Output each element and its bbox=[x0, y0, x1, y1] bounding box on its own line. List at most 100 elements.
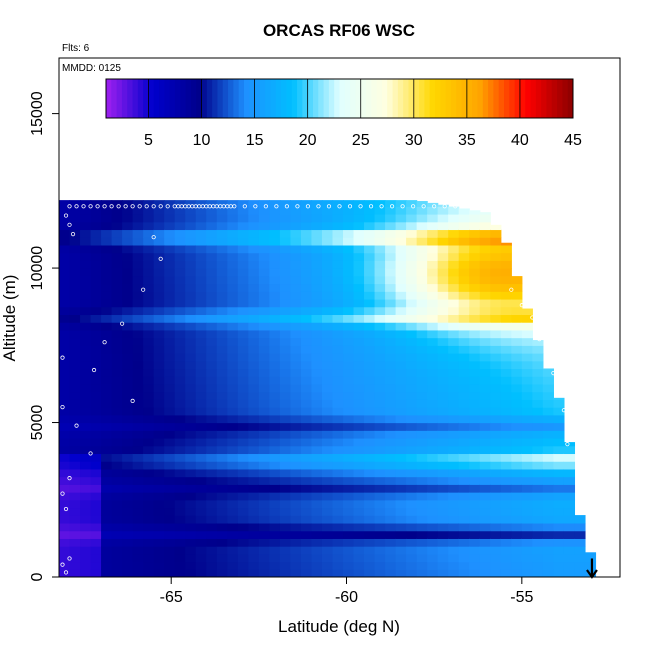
heatmap-cell bbox=[195, 268, 207, 277]
heatmap-cell bbox=[290, 507, 302, 516]
heatmap-cell bbox=[164, 260, 176, 269]
heatmap-cell bbox=[195, 275, 207, 285]
heatmap-cell bbox=[416, 538, 428, 547]
heatmap-cell bbox=[216, 221, 228, 231]
heatmap-cell bbox=[206, 422, 218, 431]
heatmap-cell bbox=[101, 499, 113, 509]
heatmap-cell bbox=[321, 376, 334, 385]
flight-point bbox=[137, 204, 142, 209]
heatmap-cell bbox=[69, 414, 81, 424]
heatmap-cell bbox=[290, 291, 302, 300]
heatmap-cell bbox=[311, 538, 323, 547]
heatmap-cell bbox=[311, 561, 323, 570]
heatmap-cell bbox=[395, 214, 407, 223]
heatmap-cell bbox=[80, 283, 92, 292]
heatmap-cell bbox=[395, 329, 407, 339]
heatmap-cell bbox=[185, 214, 197, 223]
heatmap-cell bbox=[364, 221, 376, 231]
heatmap-cell bbox=[458, 275, 470, 285]
heatmap-cell bbox=[80, 314, 92, 323]
heatmap-cell bbox=[248, 538, 260, 547]
heatmap-cell bbox=[416, 322, 428, 331]
heatmap-cell bbox=[364, 437, 376, 447]
heatmap-cell bbox=[437, 484, 449, 493]
colorbar-segment bbox=[466, 79, 473, 118]
heatmap-cell bbox=[395, 561, 407, 570]
heatmap-cell bbox=[364, 298, 376, 308]
heatmap-cell bbox=[227, 499, 239, 509]
heatmap-cell bbox=[258, 468, 270, 478]
heatmap-cell bbox=[416, 553, 428, 563]
flight-point bbox=[232, 204, 237, 209]
heatmap-cell bbox=[500, 530, 512, 539]
heatmap-cell bbox=[500, 546, 512, 555]
heatmap-cell bbox=[437, 507, 449, 516]
heatmap-cell bbox=[521, 345, 533, 354]
heatmap-cell bbox=[206, 484, 218, 493]
heatmap-cell bbox=[132, 437, 144, 447]
heatmap-cell bbox=[469, 561, 481, 570]
heatmap-cell bbox=[458, 484, 470, 493]
heatmap-cell bbox=[132, 422, 144, 431]
heatmap-cell bbox=[458, 268, 470, 277]
heatmap-cell bbox=[374, 229, 386, 238]
heatmap-cell bbox=[101, 515, 113, 524]
heatmap-cell bbox=[500, 437, 512, 447]
heatmap-cell bbox=[406, 329, 418, 339]
heatmap-cell bbox=[321, 283, 334, 292]
heatmap-cell bbox=[164, 561, 176, 570]
heatmap-cell bbox=[216, 422, 228, 431]
heatmap-cell bbox=[311, 376, 323, 385]
heatmap-cell bbox=[311, 461, 323, 470]
heatmap-cell bbox=[59, 383, 71, 393]
heatmap-cell bbox=[416, 383, 428, 393]
heatmap-cell bbox=[458, 515, 470, 524]
heatmap-cell bbox=[237, 283, 249, 292]
heatmap-cell bbox=[490, 283, 502, 292]
heatmap-cell bbox=[364, 383, 376, 393]
heatmap-cell bbox=[448, 268, 460, 277]
colorbar-segment bbox=[472, 79, 478, 118]
heatmap-cell bbox=[132, 360, 144, 370]
heatmap-cell bbox=[364, 268, 376, 277]
heatmap-cell bbox=[185, 345, 197, 354]
heatmap-cell bbox=[279, 561, 292, 570]
heatmap-cell bbox=[111, 383, 123, 393]
heatmap-cell bbox=[216, 515, 228, 524]
heatmap-cell bbox=[80, 345, 92, 354]
heatmap-cell bbox=[90, 291, 102, 300]
heatmap-cell bbox=[258, 407, 270, 416]
heatmap-cell bbox=[511, 276, 523, 285]
heatmap-cell bbox=[248, 268, 260, 277]
heatmap-cell bbox=[469, 437, 481, 447]
heatmap-cell bbox=[374, 569, 386, 577]
flight-point bbox=[347, 204, 353, 209]
heatmap-cell bbox=[427, 383, 439, 393]
heatmap-cell bbox=[374, 430, 386, 439]
heatmap-cell bbox=[59, 461, 71, 470]
heatmap-cell bbox=[153, 337, 165, 346]
heatmap-cell bbox=[164, 368, 176, 377]
heatmap-cell bbox=[174, 468, 186, 478]
heatmap-cell bbox=[427, 214, 439, 223]
heatmap-cell bbox=[206, 268, 218, 277]
colorbar-segment bbox=[148, 79, 155, 118]
heatmap-cell bbox=[195, 360, 207, 370]
heatmap-cell bbox=[206, 200, 218, 207]
heatmap-cell bbox=[122, 530, 134, 539]
heatmap-cell bbox=[237, 430, 249, 439]
heatmap-cell bbox=[80, 391, 92, 400]
heatmap-cell bbox=[80, 414, 92, 424]
heatmap-cell bbox=[216, 275, 228, 285]
heatmap-cell bbox=[332, 306, 344, 316]
heatmap-cell bbox=[164, 468, 176, 478]
heatmap-cell bbox=[395, 200, 407, 207]
heatmap-cell bbox=[490, 399, 502, 408]
heatmap-cell bbox=[500, 515, 512, 524]
heatmap-cell bbox=[248, 445, 260, 455]
heatmap-cell bbox=[553, 414, 565, 424]
heatmap-cell bbox=[216, 283, 228, 292]
heatmap-cell bbox=[563, 492, 576, 501]
heatmap-cell bbox=[500, 345, 512, 354]
heatmap-cell bbox=[469, 275, 481, 285]
